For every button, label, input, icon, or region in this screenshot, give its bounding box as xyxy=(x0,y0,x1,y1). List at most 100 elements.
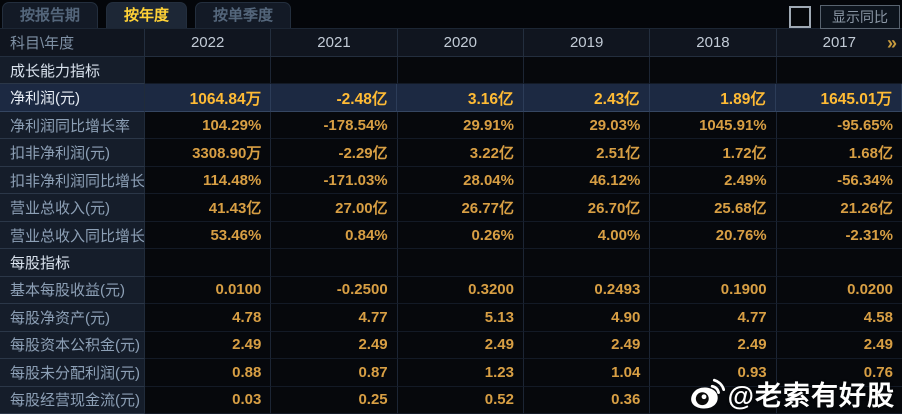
cell-value: 1.72亿 xyxy=(650,139,777,167)
table-row[interactable]: 扣非净利润同比增长率114.48%-171.03%28.04%46.12%2.4… xyxy=(0,166,902,195)
cell-value: 2.51亿 xyxy=(523,139,651,167)
cell-value: 1.23 xyxy=(397,359,524,387)
cell-value xyxy=(650,249,777,277)
year-header-2020: 2020 xyxy=(398,29,524,56)
cell-value xyxy=(145,57,272,85)
table-row[interactable]: 每股未分配利润(元) 0.88 0.87 1.23 1.04 0.93 0.76 xyxy=(0,359,902,387)
cell-value: 27.00亿 xyxy=(271,194,398,222)
year-header-2017: 2017 » xyxy=(777,29,902,56)
row-label: 基本每股收益(元) xyxy=(0,276,145,305)
cell-value: -95.65% xyxy=(776,111,902,140)
cell-value: 2.49 xyxy=(523,331,651,360)
show-yoy-checkbox[interactable] xyxy=(789,6,811,28)
cell-value: 0.87 xyxy=(271,359,398,387)
cell-value: 2.49 xyxy=(397,331,524,360)
row-label: 扣非净利润(元) xyxy=(0,139,145,167)
cell-value: 4.90 xyxy=(523,304,651,332)
table-row[interactable]: 净利润(元) 1064.84万 -2.48亿 3.16亿 2.43亿 1.89亿 1645.… xyxy=(0,84,902,112)
cell-value: 0.76 xyxy=(776,359,902,387)
year-label: 2020 xyxy=(443,34,477,51)
cell-value xyxy=(397,249,524,277)
cell-value: 29.91% xyxy=(397,111,524,140)
cell-value: 2.49 xyxy=(271,331,398,360)
cell-value: 1045.91% xyxy=(650,111,777,140)
cell-value: 1064.84万 xyxy=(145,84,272,112)
year-header-2021: 2021 xyxy=(271,29,398,56)
table-row[interactable]: 每股经营现金流(元) 0.03 0.25 0.52 0.36 xyxy=(0,386,902,414)
cell-value: 114.48% xyxy=(145,166,272,195)
year-label: 2019 xyxy=(569,34,604,51)
cell-value xyxy=(523,249,651,277)
table-row[interactable]: 每股净资产(元) 4.78 4.77 5.13 4.90 4.77 4.58 xyxy=(0,304,902,332)
year-label: 2022 xyxy=(190,34,225,51)
row-label: 每股未分配利润(元) xyxy=(0,359,145,387)
year-label: 2017 xyxy=(822,34,856,51)
corner-header-cell: 科目\年度 xyxy=(0,29,145,56)
cell-value xyxy=(650,57,777,85)
cell-value: 4.00% xyxy=(523,221,651,250)
row-label: 营业总收入同比增长率 xyxy=(0,221,145,250)
cell-value xyxy=(776,57,902,85)
cell-value: -171.03% xyxy=(271,166,398,195)
cell-value xyxy=(271,249,398,277)
cell-value: -178.54% xyxy=(271,111,398,140)
cell-value xyxy=(650,386,777,414)
tab-by-quarter[interactable]: 按单季度 xyxy=(195,2,292,28)
cell-value: 21.26亿 xyxy=(776,194,902,222)
table-body: 成长能力指标 净利润(元) 1064.84万 -2.48亿 3.16亿 2.43亿 1.89… xyxy=(0,57,902,414)
cell-value: 1.68亿 xyxy=(776,139,902,167)
cell-value: 0.52 xyxy=(397,386,524,414)
table-row[interactable]: 营业总收入同比增长率53.46%0.84%0.26%4.00%20.76%-2.… xyxy=(0,221,902,250)
table-row[interactable]: 扣非净利润(元) 3308.90万 -2.29亿 3.22亿 2.51亿 1.72亿 1.6… xyxy=(0,139,902,167)
table-row[interactable]: 基本每股收益(元) 0.0100 -0.2500 0.3200 0.2493 0.1900… xyxy=(0,276,902,305)
row-label: 净利润(元) xyxy=(0,84,145,112)
cell-value: 0.1900 xyxy=(650,276,777,305)
cell-value xyxy=(523,57,651,85)
show-yoy-button[interactable]: 显示同比 xyxy=(820,5,900,29)
cell-value: 29.03% xyxy=(523,111,651,140)
cell-value: 0.3200 xyxy=(397,276,524,305)
cell-value: 104.29% xyxy=(145,111,272,140)
cell-value: 2.49 xyxy=(776,331,902,360)
tab-by-report-period[interactable]: 按报告期 xyxy=(2,2,99,28)
cell-value: 0.0100 xyxy=(145,276,272,305)
cell-value: -0.2500 xyxy=(271,276,398,305)
table-row[interactable]: 净利润同比增长率 104.29% -178.54% 29.91% 29.03% 1045.… xyxy=(0,111,902,140)
show-yoy-control: 显示同比 xyxy=(789,5,900,29)
cell-value: -56.34% xyxy=(776,166,902,195)
cell-value: 26.70亿 xyxy=(523,194,651,222)
cell-value: 0.84% xyxy=(271,221,398,250)
table-header-row: 科目\年度 2022 2021 2020 2019 2018 2017 » xyxy=(0,28,902,57)
cell-value: 2.49 xyxy=(145,331,272,360)
cell-value: -2.31% xyxy=(776,221,902,250)
cell-value: 20.76% xyxy=(650,221,777,250)
cell-value: -2.29亿 xyxy=(271,139,398,167)
table-row[interactable]: 营业总收入(元) 41.43亿 27.00亿 26.77亿 26.70亿 25.68亿 21… xyxy=(0,194,902,222)
cell-value: 2.49 xyxy=(650,331,777,360)
cell-value xyxy=(397,57,524,85)
cell-value: 4.78 xyxy=(145,304,272,332)
row-label: 每股指标 xyxy=(0,249,145,277)
cell-value: 4.77 xyxy=(271,304,398,332)
cell-value: 1.04 xyxy=(523,359,651,387)
cell-value xyxy=(776,249,902,277)
cell-value: 4.58 xyxy=(776,304,902,332)
cell-value xyxy=(145,249,272,277)
cell-value: 3308.90万 xyxy=(145,139,272,167)
year-header-2018: 2018 xyxy=(650,29,777,56)
cell-value: 25.68亿 xyxy=(650,194,777,222)
cell-value: 5.13 xyxy=(397,304,524,332)
tab-by-year[interactable]: 按年度 xyxy=(106,2,188,28)
cell-value: 28.04% xyxy=(397,166,524,195)
more-years-button[interactable]: » xyxy=(886,32,897,53)
row-label: 扣非净利润同比增长率 xyxy=(0,166,145,195)
cell-value: 41.43亿 xyxy=(145,194,272,222)
cell-value: 4.77 xyxy=(650,304,777,332)
row-label: 每股经营现金流(元) xyxy=(0,386,145,414)
cell-value: 53.46% xyxy=(145,221,272,250)
year-header-2019: 2019 xyxy=(524,29,651,56)
cell-value: 2.49% xyxy=(650,166,777,195)
table-row[interactable]: 每股资本公积金(元) 2.49 2.49 2.49 2.49 2.49 2.49 xyxy=(0,331,902,360)
cell-value: 1.89亿 xyxy=(649,84,776,112)
year-label: 2018 xyxy=(696,34,730,51)
